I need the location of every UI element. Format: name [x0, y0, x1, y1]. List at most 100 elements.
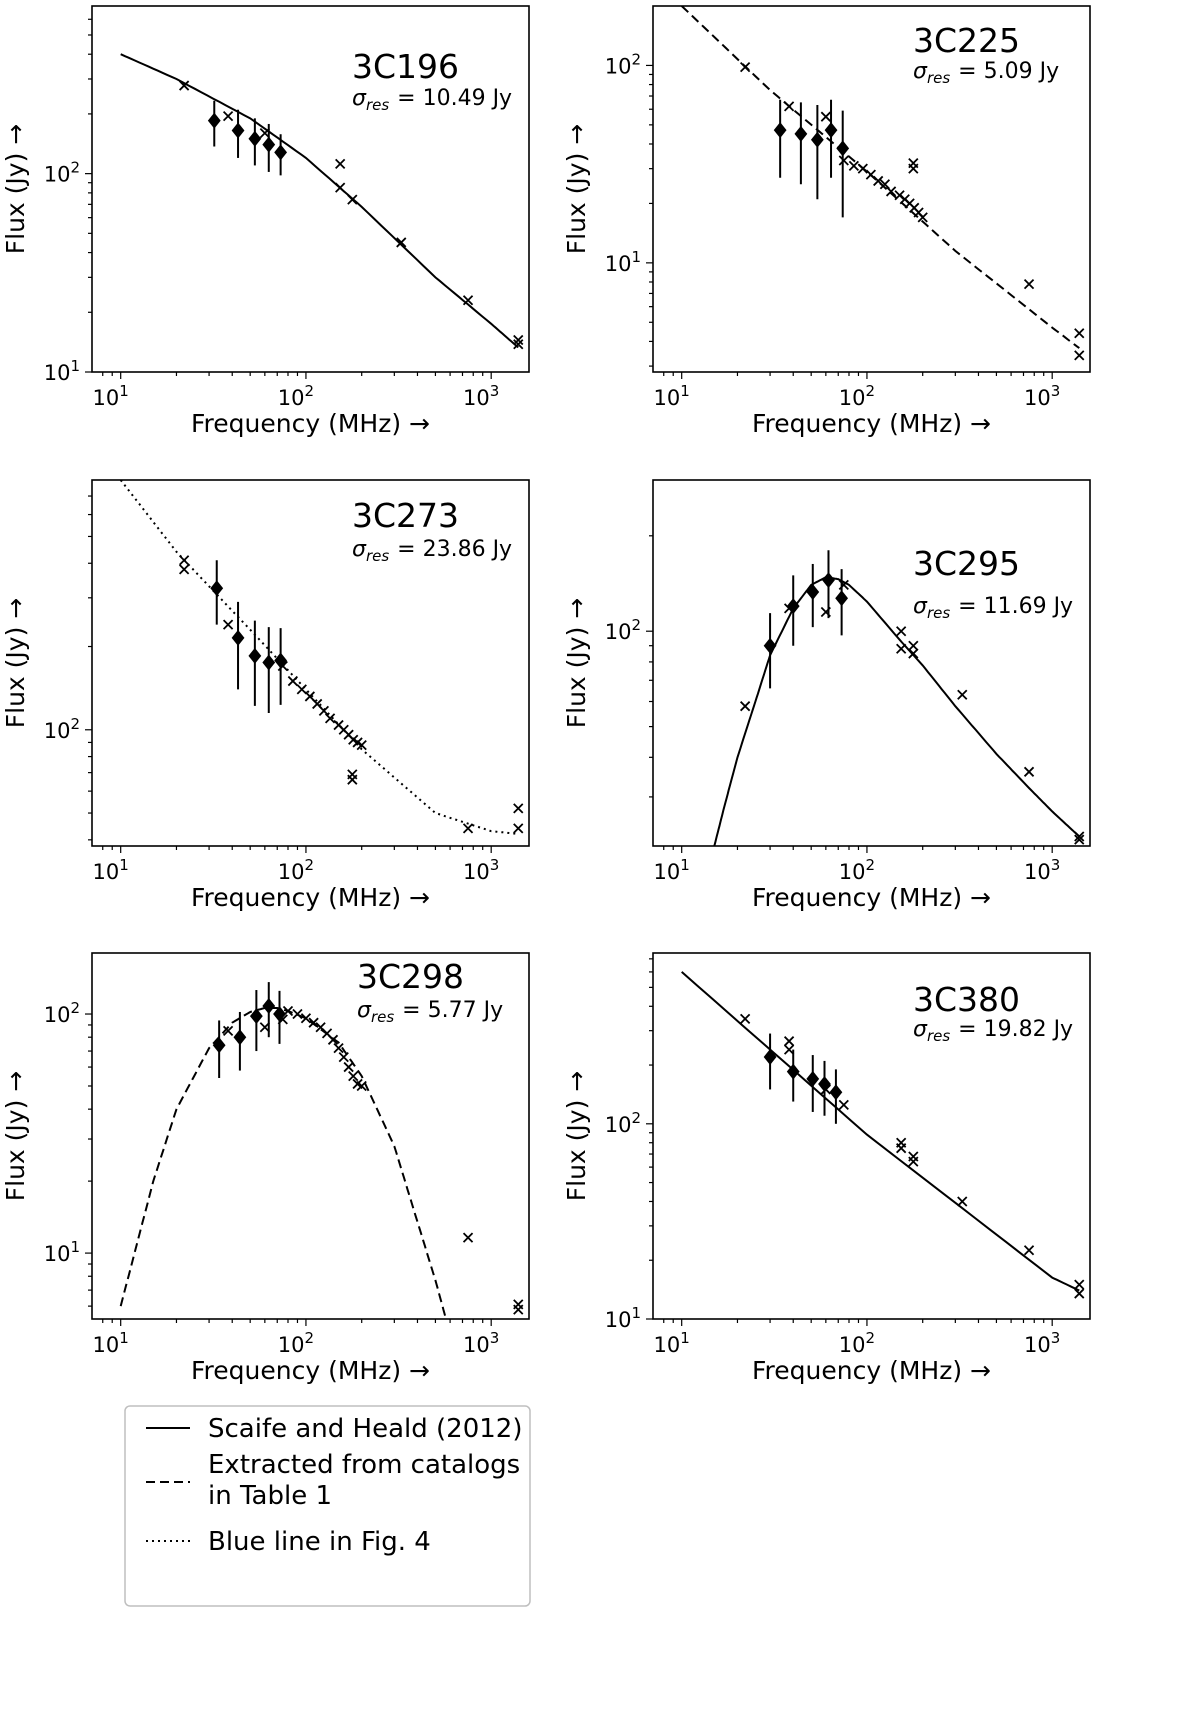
plot-area — [119, 480, 524, 835]
y-tick-label: 101 — [44, 1238, 80, 1266]
catalog-point — [356, 739, 367, 751]
x-tick-label: 102 — [839, 856, 875, 884]
sigma-annotation: σres = 19.82 Jy — [913, 1017, 1073, 1045]
y-tick-base: 10 — [605, 1113, 632, 1137]
diamond-point — [763, 637, 777, 654]
x-tick-exp: 3 — [1051, 856, 1061, 874]
legend-entry-solid: Scaife and Heald (2012) — [146, 1414, 522, 1444]
sigma-value: = 19.82 Jy — [958, 1017, 1073, 1042]
x-tick-label: 101 — [654, 856, 690, 884]
x-axis-label: Frequency (MHz) → — [191, 409, 430, 438]
sigma-subscript: res — [927, 604, 950, 622]
x-tick-base: 10 — [463, 386, 490, 410]
x-tick-base: 10 — [463, 1333, 490, 1357]
x-tick-base: 10 — [278, 1333, 305, 1357]
catalog-point — [335, 158, 346, 170]
model-curve — [713, 576, 1080, 846]
legend-label: Extracted from catalogs — [208, 1450, 520, 1480]
x-tick-exp: 2 — [305, 382, 315, 400]
diamond-point — [231, 122, 245, 139]
catalog-point — [513, 339, 524, 350]
catalog-point — [1023, 1245, 1035, 1256]
catalog-point — [820, 111, 831, 122]
y-tick-base: 10 — [605, 1308, 632, 1332]
diamond-point — [231, 629, 245, 646]
x-tick-base: 10 — [1024, 860, 1051, 884]
catalog-point — [1074, 831, 1085, 842]
minor-ticks — [88, 18, 484, 376]
plot-area — [119, 982, 524, 1319]
catalog-point — [908, 163, 919, 174]
legend-label: in Table 1 — [208, 1481, 332, 1511]
catalog-point — [1074, 328, 1085, 339]
y-tick-base: 10 — [44, 163, 71, 187]
sigma-symbol: σ — [913, 594, 928, 619]
catalog-point — [848, 160, 860, 171]
x-tick-label: 103 — [1024, 856, 1060, 884]
catalog-point — [1023, 766, 1035, 777]
diamond-point — [262, 136, 276, 153]
x-axis-label: Frequency (MHz) → — [752, 883, 991, 912]
y-tick-exp: 2 — [631, 1109, 641, 1127]
x-tick-exp: 2 — [305, 1329, 315, 1347]
x-tick-exp: 1 — [119, 1329, 129, 1347]
source-title: 3C273 — [352, 496, 459, 535]
sigma-annotation: σres = 5.09 Jy — [913, 59, 1059, 87]
y-tick-exp: 2 — [70, 715, 80, 733]
sigma-symbol: σ — [352, 86, 367, 111]
x-tick-exp: 2 — [866, 1329, 876, 1347]
y-axis-label: Flux (Jy) → — [1, 1071, 30, 1201]
x-tick-label: 103 — [1024, 382, 1060, 410]
y-tick-label: 102 — [44, 159, 80, 187]
x-tick-base: 10 — [839, 860, 866, 884]
catalog-point — [838, 155, 849, 166]
minor-ticks — [88, 495, 484, 850]
catalog-point — [327, 1034, 339, 1045]
legend-entry-dotted: Blue line in Fig. 4 — [146, 1527, 431, 1557]
y-axis-label: Flux (Jy) → — [562, 598, 591, 728]
y-tick-base: 10 — [44, 361, 71, 385]
y-tick-base: 10 — [605, 620, 632, 644]
catalog-point — [783, 1044, 795, 1055]
catalog-point — [908, 640, 919, 651]
catalog-point — [300, 1013, 312, 1024]
y-axis-label: Flux (Jy) → — [562, 124, 591, 254]
sigma-symbol: σ — [352, 537, 367, 562]
sigma-annotation: σres = 5.77 Jy — [357, 998, 503, 1026]
x-tick-base: 10 — [1024, 1333, 1051, 1357]
x-tick-label: 102 — [278, 382, 314, 410]
x-tick-label: 102 — [839, 382, 875, 410]
catalog-point — [347, 774, 358, 785]
legend-label: Scaife and Heald (2012) — [208, 1414, 522, 1444]
diamond-point — [249, 1008, 263, 1025]
catalog-point — [917, 212, 928, 223]
source-title: 3C196 — [352, 47, 459, 86]
sigma-symbol: σ — [913, 59, 928, 84]
plot-frame — [652, 952, 1091, 1320]
diamond-point — [773, 122, 787, 139]
catalog-point — [838, 1099, 849, 1111]
x-tick-exp: 3 — [490, 1329, 500, 1347]
catalog-point — [178, 564, 190, 575]
diamond-point — [262, 998, 276, 1015]
diamond-point — [836, 140, 850, 157]
legend-frame — [124, 1405, 531, 1607]
y-tick-exp: 1 — [631, 1304, 641, 1322]
y-tick-exp: 2 — [631, 50, 641, 68]
y-tick-exp: 1 — [70, 357, 80, 375]
source-title: 3C225 — [913, 21, 1020, 60]
y-tick-label: 101 — [605, 1304, 641, 1332]
diamond-point — [806, 1070, 820, 1087]
x-tick-exp: 2 — [866, 856, 876, 874]
y-tick-label: 102 — [605, 1109, 641, 1137]
diamond-point — [207, 112, 221, 129]
catalog-point — [348, 1070, 359, 1082]
catalog-point — [308, 1017, 319, 1028]
diamond-point — [210, 580, 224, 597]
x-axis-label: Frequency (MHz) → — [191, 1356, 430, 1385]
sigma-subscript: res — [927, 1027, 950, 1045]
minor-ticks — [88, 1024, 484, 1323]
plot-area — [681, 6, 1085, 361]
diamond-point — [818, 1075, 831, 1092]
